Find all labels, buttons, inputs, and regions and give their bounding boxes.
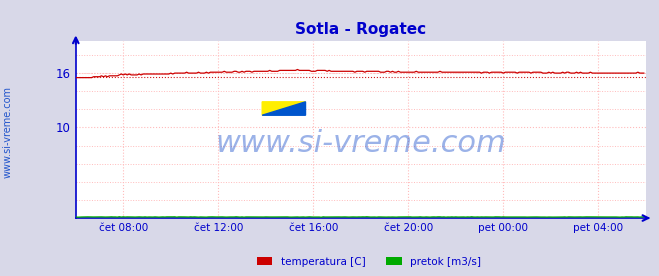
Polygon shape <box>262 102 306 115</box>
Polygon shape <box>262 102 306 115</box>
Text: www.si-vreme.com: www.si-vreme.com <box>215 129 506 158</box>
Legend: temperatura [C], pretok [m3/s]: temperatura [C], pretok [m3/s] <box>252 253 486 271</box>
Text: www.si-vreme.com: www.si-vreme.com <box>3 86 13 179</box>
Title: Sotla - Rogatec: Sotla - Rogatec <box>295 22 426 38</box>
